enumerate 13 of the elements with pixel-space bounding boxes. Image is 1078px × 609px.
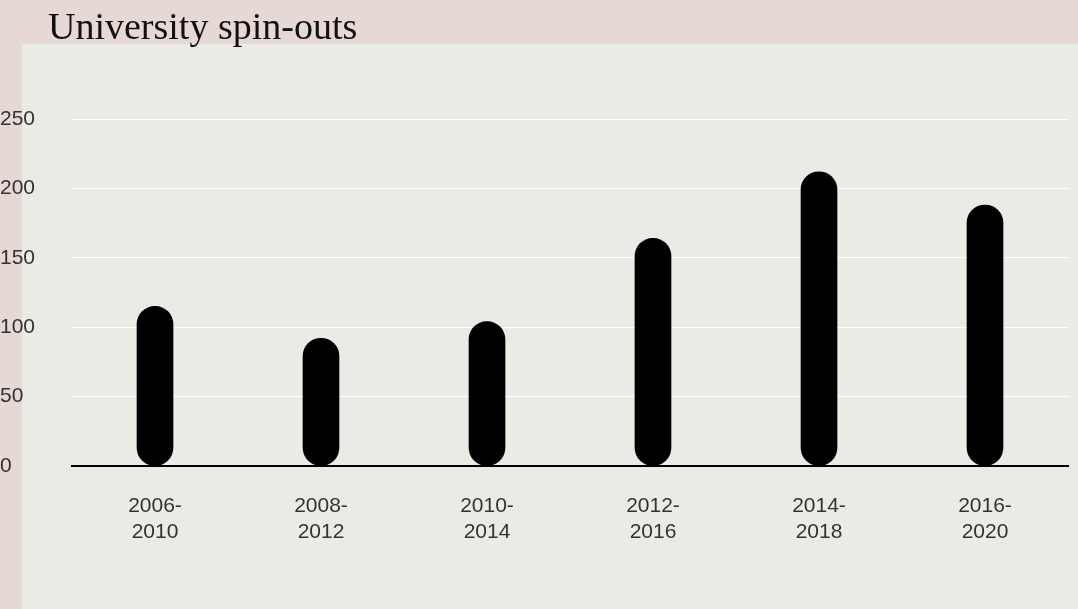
chart-title: University spin-outs	[48, 5, 358, 48]
x-tick-label: 2010-2014	[460, 493, 514, 542]
y-tick-label: 250	[0, 105, 36, 129]
x-tick-label: 2006-2010	[128, 493, 182, 542]
x-tick-label: 2014-2018	[792, 493, 846, 542]
y-tick-label: 50	[0, 383, 24, 407]
x-tick-label: 2008-2012	[294, 493, 348, 542]
y-tick-label: 150	[0, 244, 36, 268]
y-tick-label: 100	[0, 314, 36, 337]
y-tick-label: 0	[0, 452, 12, 476]
x-tick-label: 2012-2016	[626, 493, 680, 542]
x-tick-label: 2016-2020	[958, 493, 1012, 542]
y-tick-label: 200	[0, 175, 36, 199]
